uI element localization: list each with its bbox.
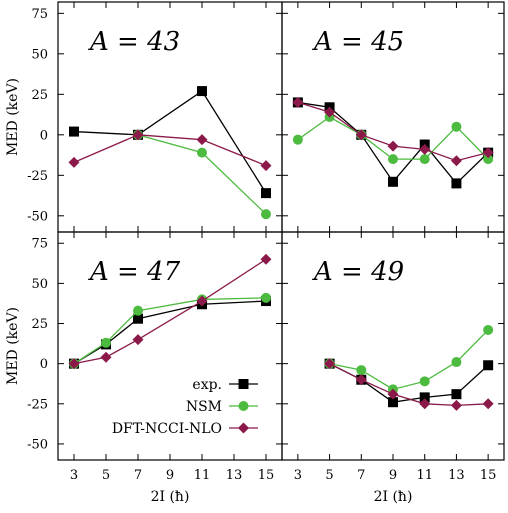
x-tick-label: 15 (258, 468, 275, 483)
data-point (196, 295, 208, 307)
data-point (132, 334, 144, 346)
data-point (292, 134, 303, 145)
data-point (100, 351, 112, 363)
legend-marker (238, 401, 249, 411)
data-point (324, 106, 336, 118)
data-point (483, 360, 494, 371)
data-point (483, 324, 494, 335)
x-tick-label: 11 (416, 468, 433, 483)
data-point (451, 389, 462, 400)
series-line (329, 363, 489, 407)
data-point (419, 154, 430, 165)
y-tick-label: 75 (31, 7, 48, 22)
x-tick-label: 11 (194, 468, 211, 483)
data-point (68, 156, 80, 168)
data-point (355, 129, 367, 141)
data-point (133, 313, 143, 324)
data-point (133, 305, 143, 316)
data-point (451, 178, 462, 189)
y-tick-label: -25 (27, 169, 48, 184)
legend-marker (238, 379, 249, 389)
data-point (101, 337, 111, 348)
panel-frame (281, 231, 505, 461)
x-tick-label: 5 (325, 468, 333, 483)
data-point (292, 96, 304, 108)
x-axis-title: 2I (ħ) (151, 489, 190, 505)
x-tick-label: 9 (166, 468, 174, 483)
x-tick-label: 7 (134, 468, 142, 483)
legend-label: DFT-NCCI-NLO (112, 421, 222, 437)
data-point (261, 292, 271, 303)
series-line (329, 329, 489, 391)
x-tick-label: 3 (70, 468, 78, 483)
data-point (387, 140, 399, 152)
legend-label: NSM (186, 399, 222, 415)
series-line (73, 90, 267, 194)
data-point (419, 392, 430, 403)
data-point (419, 143, 431, 155)
x-tick-label: 13 (448, 468, 465, 483)
legend-marker (238, 422, 249, 434)
x-tick-label: 15 (480, 468, 497, 483)
panel-label: A = 49 (312, 257, 404, 287)
x-tick-label: 5 (102, 468, 110, 483)
data-point (132, 129, 144, 141)
panel-label: A = 47 (88, 257, 181, 287)
data-point (388, 397, 398, 408)
x-axis-title: 2I (ħ) (374, 489, 413, 505)
data-point (197, 147, 207, 158)
data-point (419, 398, 431, 410)
data-point (388, 176, 398, 187)
data-point (355, 374, 367, 386)
data-point (450, 399, 462, 411)
data-point (68, 358, 80, 370)
series-line (73, 300, 267, 365)
series-line (73, 134, 267, 167)
y-tick-label: -25 (27, 397, 48, 412)
data-point (451, 357, 462, 368)
y-tick-label: -50 (27, 209, 48, 224)
data-point (482, 398, 494, 410)
series-line (329, 363, 489, 403)
y-tick-label: 0 (40, 128, 48, 143)
data-point (197, 86, 207, 97)
panel-label: A = 43 (88, 27, 180, 57)
data-point (261, 209, 271, 220)
y-tick-label: 50 (31, 277, 48, 292)
y-tick-label: 0 (40, 357, 48, 372)
data-point (387, 388, 399, 400)
data-point (260, 160, 272, 172)
x-tick-label: 3 (294, 468, 302, 483)
y-tick-label: 75 (31, 237, 48, 252)
y-tick-label: 25 (31, 88, 48, 103)
y-tick-label: 50 (31, 47, 48, 62)
data-point (450, 155, 462, 167)
data-point (482, 147, 494, 159)
data-point (260, 253, 272, 265)
series-line (73, 297, 267, 365)
series-line (137, 134, 267, 215)
x-tick-label: 7 (357, 468, 365, 483)
data-point (419, 376, 430, 387)
data-point (196, 134, 208, 146)
data-point (451, 121, 462, 132)
x-tick-label: 13 (226, 468, 243, 483)
data-point (324, 358, 336, 370)
y-tick-label: 25 (31, 317, 48, 332)
data-point (69, 126, 79, 137)
panel-label: A = 45 (312, 27, 404, 57)
data-point (261, 188, 271, 199)
data-point (483, 154, 494, 165)
y-axis-title: MED (keV) (5, 307, 21, 385)
y-axis-title: MED (keV) (5, 78, 21, 156)
data-point (356, 365, 367, 376)
y-tick-label: -50 (27, 437, 48, 452)
legend-label: exp. (192, 377, 222, 393)
data-point (388, 154, 398, 165)
x-tick-label: 9 (389, 468, 397, 483)
